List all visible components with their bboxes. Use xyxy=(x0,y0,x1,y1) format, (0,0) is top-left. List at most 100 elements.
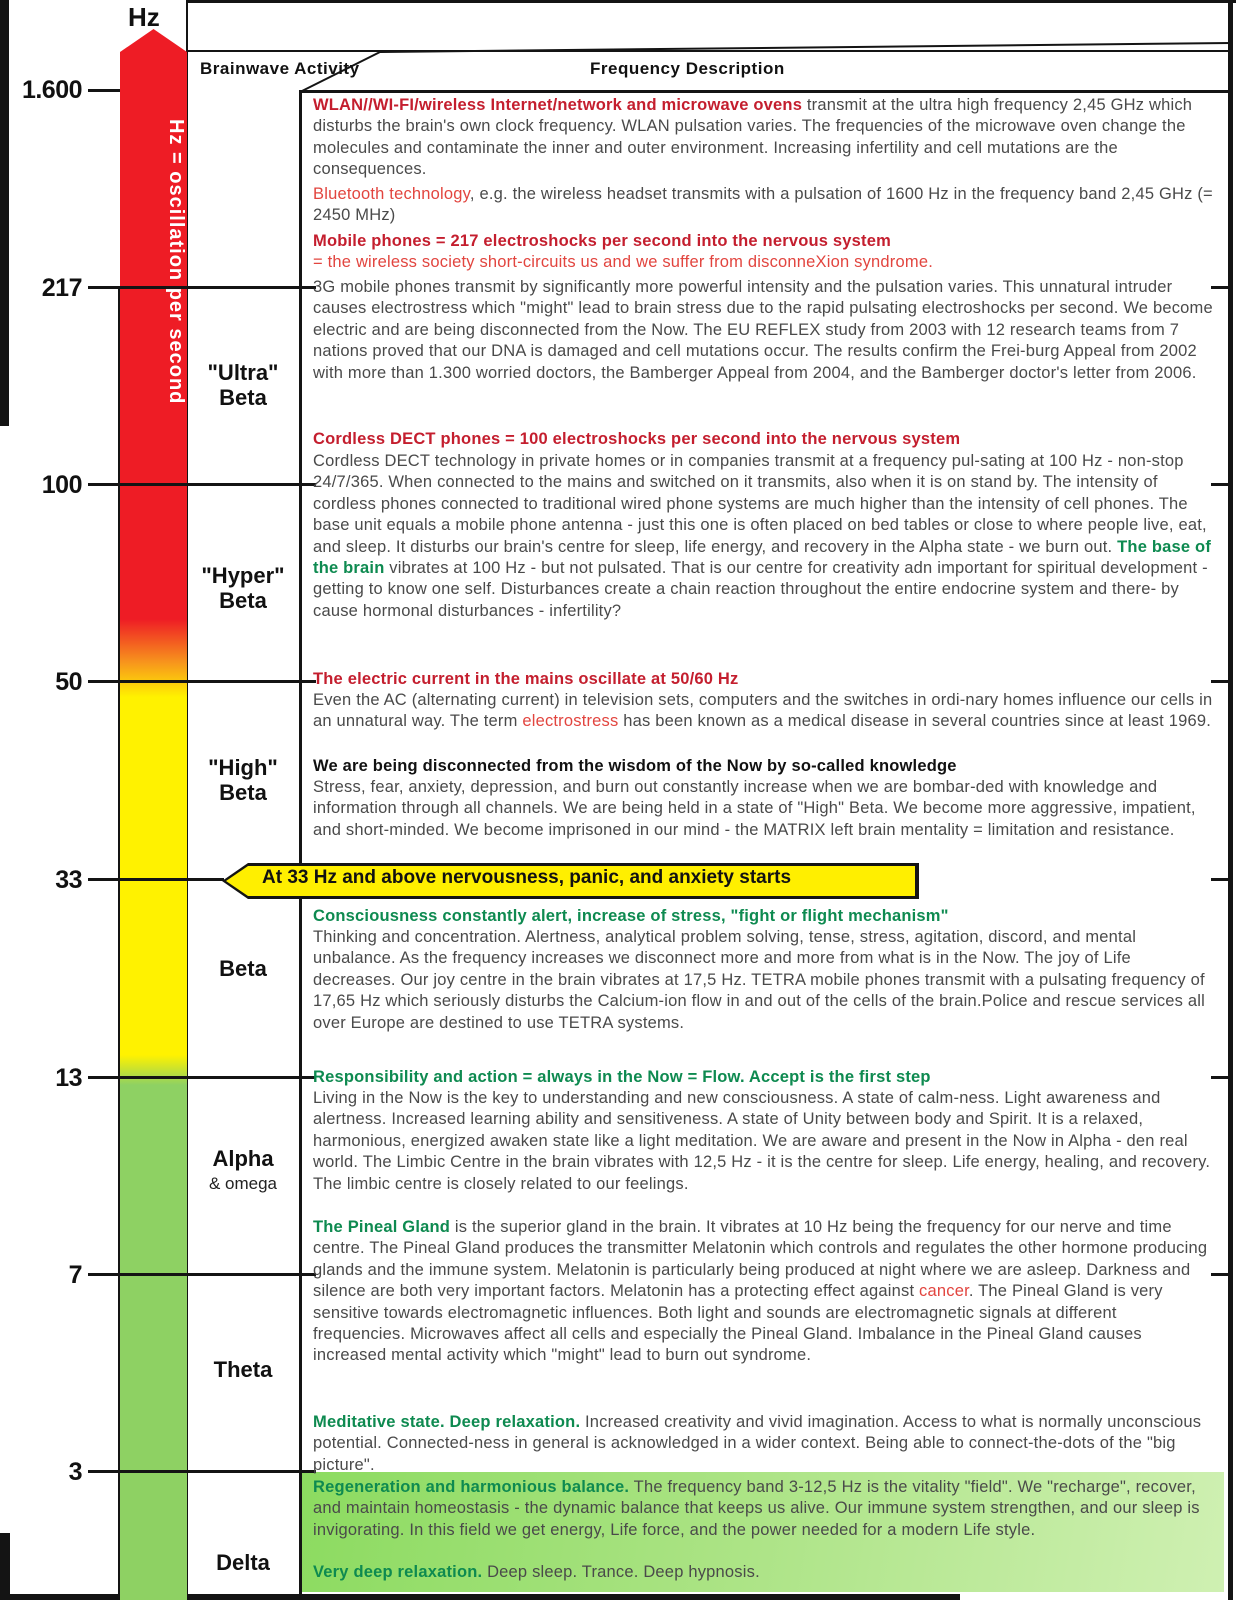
left-edge-bar-top xyxy=(0,0,9,426)
desc-wlan-body: transmit at the ultra high frequency 2,4… xyxy=(313,96,1193,179)
desc-dect-s0: Cordless DECT technology in private home… xyxy=(313,452,1207,556)
desc-electric-s0: Even the AC (alternating current) in tel… xyxy=(313,691,1213,731)
hz-axis-title: Hz xyxy=(128,2,160,32)
desc-dect-s1: vibrates at 100 Hz - but not pulsated. T… xyxy=(313,559,1208,620)
desc-deep-relaxation: Very deep relaxation. Deep sleep. Trance… xyxy=(313,1562,1213,1583)
band-ultra-beta: "Ultra" Beta xyxy=(189,360,297,410)
desc-regeneration-body: The frequency band 3-12,5 Hz is the vita… xyxy=(313,1478,1200,1539)
desc-pineal-red: cancer xyxy=(919,1282,969,1301)
right-dash-50 xyxy=(1211,680,1229,683)
desc-electric-red: electrostress xyxy=(522,712,619,731)
frequency-gradient-arrow xyxy=(120,29,187,1600)
gridline-100 xyxy=(88,483,316,486)
desc-bluetooth: Bluetooth technology, e.g. the wireless … xyxy=(313,184,1213,227)
tick-label-3: 3 xyxy=(68,1458,83,1486)
band-label-line2: Beta xyxy=(219,385,267,410)
right-dash-217 xyxy=(1211,286,1229,289)
band-beta: Beta xyxy=(189,956,297,981)
bottom-edge-strip xyxy=(0,1594,960,1600)
right-dash-7 xyxy=(1211,1273,1229,1276)
regeneration-highlight-block xyxy=(302,1472,1224,1592)
desc-meditative: Meditative state. Deep relaxation. Incre… xyxy=(313,1412,1213,1476)
desc-dect-body: Cordless DECT technology in private home… xyxy=(313,451,1213,622)
desc-bluetooth-lead: Bluetooth technology xyxy=(313,185,470,203)
desc-dect-green: The base of the brain xyxy=(313,537,1212,578)
band-label: "Hyper" xyxy=(201,563,285,588)
tick-label-33: 33 xyxy=(55,866,82,894)
desc-bluetooth-body: , e.g. the wireless headset transmits wi… xyxy=(313,185,1213,225)
desc-pineal-body: The Pineal Gland is the superior gland i… xyxy=(313,1217,1213,1367)
band-delta: Delta xyxy=(189,1550,297,1575)
desc-pineal-lead: The Pineal Gland xyxy=(313,1218,451,1236)
tick-label-217: 217 xyxy=(41,274,83,302)
desc-regeneration-lead: Regeneration and harmonious balance. xyxy=(313,1478,630,1496)
label-column-right-border xyxy=(299,90,302,1600)
column-header-frequency-description: Frequency Description xyxy=(590,59,785,78)
band-label-line2: Beta xyxy=(219,780,267,805)
gridline-1600 xyxy=(88,89,120,92)
desc-mobile-heading: Mobile phones = 217 electroshocks per se… xyxy=(313,232,891,250)
desc-dect-heading: Cordless DECT phones = 100 electroshocks… xyxy=(313,430,961,448)
band-hyper-beta: "Hyper" Beta xyxy=(189,563,297,613)
desc-wisdom-heading: We are being disconnected from the wisdo… xyxy=(313,757,957,775)
tick-label-100: 100 xyxy=(41,471,83,499)
tick-label-13: 13 xyxy=(55,1064,82,1092)
tick-label-7: 7 xyxy=(68,1261,83,1289)
desc-conscious-heading: Consciousness constantly alert, increase… xyxy=(313,907,949,925)
desc-mobile-subline: = the wireless society short-circuits us… xyxy=(313,253,933,271)
desc-meditative-lead: Meditative state. Deep relaxation. xyxy=(313,1413,581,1431)
desc-deep-body: Deep sleep. Trance. Deep hypnosis. xyxy=(482,1563,760,1581)
band-label-line2: & omega xyxy=(208,1174,278,1193)
band-label-line2: Beta xyxy=(219,588,267,613)
band-label: "High" xyxy=(208,755,278,780)
description-box-right-border xyxy=(1228,0,1233,1600)
description-box-top-border xyxy=(299,90,1232,93)
band-label: Delta xyxy=(216,1550,270,1575)
gridline-7 xyxy=(88,1273,316,1276)
desc-electric-s1: has been known as a medical disease in s… xyxy=(618,712,1211,731)
right-dash-33 xyxy=(1211,878,1229,881)
gridline-13 xyxy=(88,1076,316,1079)
arrow-axis-label: Hz = oscillation per second xyxy=(165,119,187,405)
band-high-beta: "High" Beta xyxy=(189,755,297,805)
bar-right-gridline xyxy=(186,0,188,1600)
band-theta: Theta xyxy=(189,1357,297,1382)
right-dash-13 xyxy=(1211,1076,1229,1079)
tick-label-50: 50 xyxy=(55,668,82,696)
band-label: Beta xyxy=(219,956,267,981)
desc-pineal-s1: . The Pineal Gland is very sensitive tow… xyxy=(313,1282,1163,1365)
desc-electric-body: Even the AC (alternating current) in tel… xyxy=(313,690,1213,733)
band-alpha: Alpha & omega xyxy=(189,1146,297,1196)
desc-responsibility-heading: Responsibility and action = always in th… xyxy=(313,1068,931,1086)
tick-label-1600: 1.600 xyxy=(21,76,83,104)
band-label: "Ultra" xyxy=(207,360,279,385)
desc-wlan-lead: WLAN//WI-FI/wireless Internet/network an… xyxy=(313,96,803,114)
band-label: Theta xyxy=(213,1357,273,1382)
gridline-217 xyxy=(88,286,316,289)
desc-wlan: WLAN//WI-FI/wireless Internet/network an… xyxy=(313,95,1213,181)
desc-3g-body: 3G mobile phones transmit by significant… xyxy=(313,278,1213,382)
desc-wisdom-body: Stress, fear, anxiety, depression, and b… xyxy=(313,778,1196,839)
gridline-33 xyxy=(88,878,224,881)
bar-left-gridline xyxy=(118,288,120,1600)
desc-electric-heading: The electric current in the mains oscill… xyxy=(313,670,739,688)
desc-regeneration: Regeneration and harmonious balance. The… xyxy=(313,1477,1213,1541)
33hz-warning-banner: At 33 Hz and above nervousness, panic, a… xyxy=(222,863,919,899)
desc-meditative-body: Increased creativity and vivid imaginati… xyxy=(313,1413,1202,1474)
top-border-line xyxy=(187,0,1236,3)
gridline-50 xyxy=(88,680,316,683)
band-label: Alpha xyxy=(212,1146,274,1171)
desc-pineal-s0: is the superior gland in the brain. It v… xyxy=(313,1218,1208,1301)
left-edge-bar-bottom xyxy=(0,1533,10,1600)
column-header-brainwave-activity: Brainwave Activity xyxy=(200,59,360,78)
33hz-warning-text: At 33 Hz and above nervousness, panic, a… xyxy=(262,867,792,888)
header-rule-line xyxy=(187,50,1233,52)
desc-deep-lead: Very deep relaxation. xyxy=(313,1563,483,1581)
gridline-3 xyxy=(88,1470,316,1473)
header-wedge-lines xyxy=(301,42,1232,92)
desc-conscious-body: Thinking and concentration. Alertness, a… xyxy=(313,928,1205,1032)
desc-alpha-body: Living in the Now is the key to understa… xyxy=(313,1089,1211,1193)
right-dash-100 xyxy=(1211,483,1229,486)
33hz-warning-banner-fill xyxy=(226,866,915,896)
